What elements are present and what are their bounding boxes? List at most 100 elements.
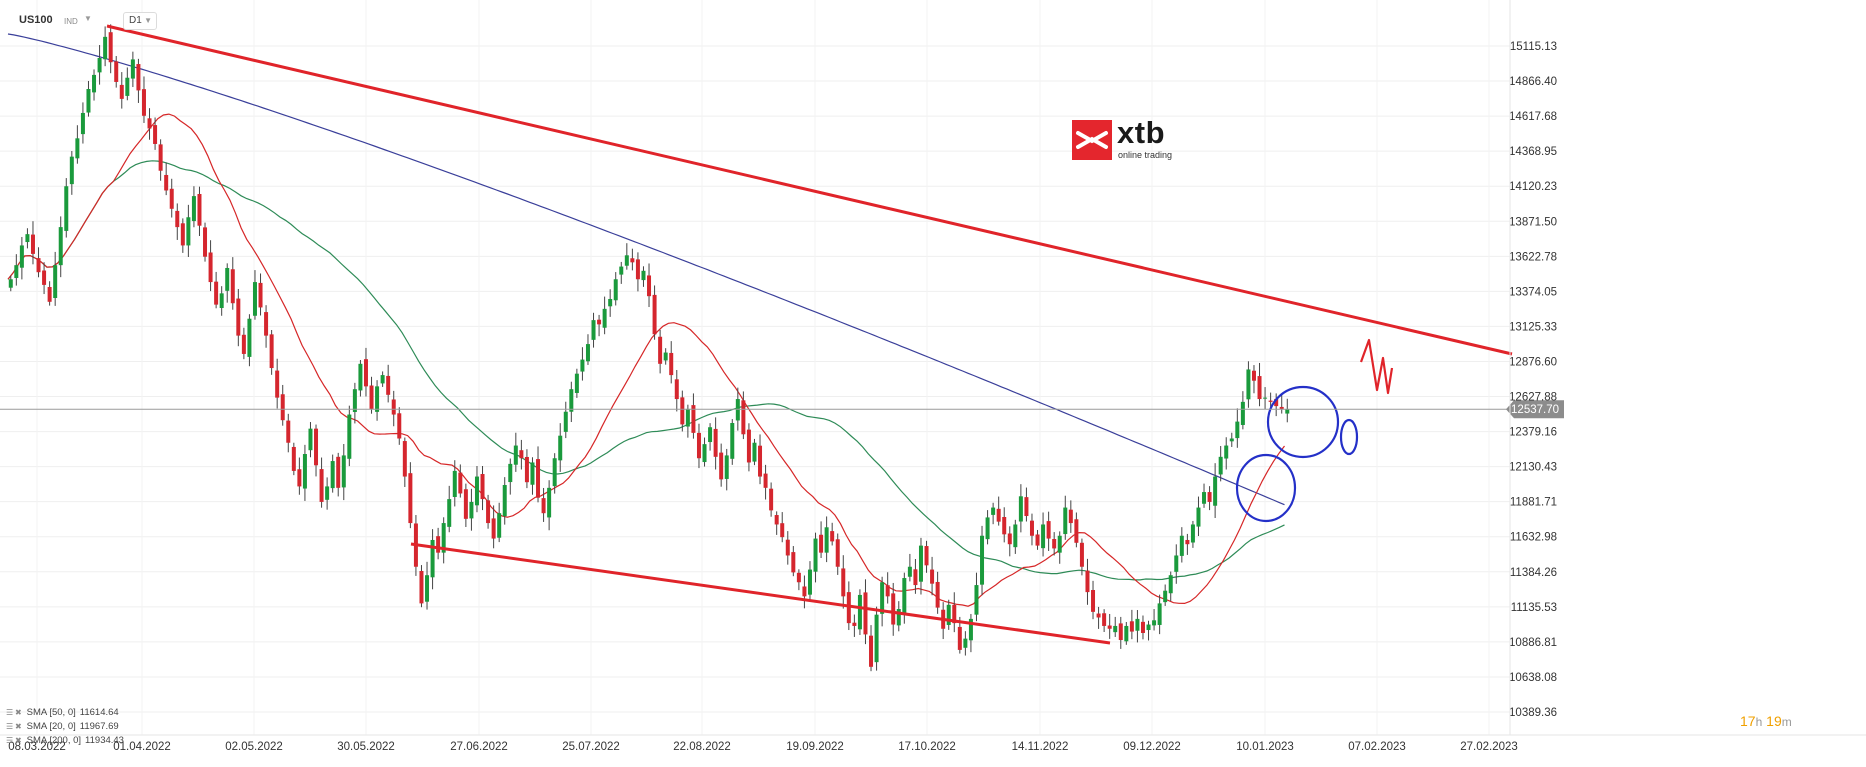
y-tick-label: 12876.60 (1509, 356, 1557, 368)
candle-down (180, 223, 185, 246)
candle-up (447, 499, 452, 527)
candle-up (219, 293, 224, 309)
candle-up (1235, 421, 1240, 439)
logo-mark-icon (1072, 120, 1112, 160)
candle-up (497, 513, 502, 538)
candle-down (169, 188, 174, 209)
legend-sma-20[interactable]: ☰ ✖ SMA [20, 0] 11967.69 (6, 721, 119, 732)
candle-up (907, 566, 912, 577)
legend-sma-50[interactable]: ☰ ✖ SMA [50, 0] 11614.64 (6, 707, 119, 718)
close-icon[interactable]: ✖ (15, 708, 22, 717)
candle-up (1285, 409, 1290, 414)
candle-up (186, 217, 191, 246)
candle-down (297, 469, 302, 487)
chevron-down-icon[interactable]: ▼ (84, 14, 92, 23)
settings-icon[interactable]: ☰ (6, 708, 14, 717)
time-axis[interactable]: 08.03.2022 01.04.2022 02.05.2022 30.05.2022… (0, 734, 1866, 753)
y-tick-label: 13374.05 (1509, 286, 1557, 298)
candle-down (913, 569, 918, 586)
candle-down (30, 234, 35, 254)
candle-up (1196, 507, 1201, 527)
candle-up (302, 454, 307, 489)
candle-up (574, 373, 579, 393)
candle-down (147, 118, 152, 129)
candle-up (1179, 535, 1184, 556)
candle-down (1096, 613, 1101, 618)
candle-down (741, 400, 746, 435)
forecast-zigzag[interactable] (1359, 338, 1394, 395)
lower-trendline[interactable] (410, 542, 1111, 645)
candle-down (652, 294, 657, 335)
candle-down (763, 473, 768, 488)
legend-value: 11934.43 (85, 735, 124, 746)
candle-up (441, 523, 446, 553)
y-tick-label: 13622.78 (1509, 251, 1557, 263)
candle-down (719, 452, 724, 480)
legend-sma-200[interactable]: ☰ ✖ SMA [200, 0] 11934.43 (6, 735, 124, 746)
chevron-down-icon: ▼ (144, 16, 152, 25)
candle-up (824, 527, 829, 553)
candle-up (375, 386, 380, 412)
sma-lines (7, 33, 1285, 607)
close-icon[interactable]: ✖ (15, 722, 22, 731)
candle-down (635, 259, 640, 280)
candle-up (963, 638, 968, 648)
candle-down (391, 399, 396, 415)
candle-down (802, 586, 807, 597)
x-tick-label: 25.07.2022 (562, 741, 620, 753)
candle-up (735, 399, 740, 421)
candle-up (685, 408, 690, 427)
candle-up (624, 255, 629, 266)
price-axis[interactable]: 15115.13 14866.40 14617.68 14368.95 14120.23… (1509, 0, 1557, 735)
legend-params: [20, 0] (49, 721, 76, 732)
candle-down (486, 500, 491, 524)
candle-up (58, 227, 63, 266)
candle-down (397, 413, 402, 439)
legend-params: [200, 0] (49, 735, 82, 746)
candle-down (158, 144, 163, 171)
upper-trendline[interactable] (106, 24, 1513, 356)
symbol-name[interactable]: US100 (19, 14, 53, 26)
y-tick-label: 10638.08 (1509, 672, 1557, 684)
y-tick-label: 11881.71 (1510, 497, 1557, 509)
candle-down (746, 429, 751, 463)
candle-down (280, 394, 285, 421)
x-tick-label: 14.11.2022 (1012, 741, 1069, 753)
timer-hours-unit: h (1755, 715, 1763, 729)
settings-icon[interactable]: ☰ (6, 722, 14, 731)
candle-up (974, 585, 979, 615)
close-icon[interactable]: ✖ (15, 736, 22, 745)
highlight-circle[interactable] (1266, 385, 1340, 459)
logo-tagline: online trading (1118, 150, 1173, 160)
candle-down (524, 456, 529, 483)
candle-down (696, 432, 701, 459)
candle-up (585, 344, 590, 362)
candle-down (136, 64, 141, 91)
candle-down (852, 622, 857, 626)
candle-down (1118, 623, 1123, 641)
x-tick-label: 27.06.2022 (450, 741, 508, 753)
candle-down (408, 473, 413, 524)
timeframe-selector[interactable]: D1 ▼ (123, 12, 157, 30)
x-tick-label: 01.04.2022 (113, 741, 171, 753)
trendline-drawings[interactable] (106, 24, 1513, 645)
candle-up (602, 308, 607, 328)
candle-up (474, 476, 479, 506)
candle-down (402, 441, 407, 477)
highlight-circle[interactable] (1235, 453, 1297, 523)
candle-down (996, 508, 1001, 522)
candle-up (663, 352, 668, 361)
candle-down (1079, 542, 1084, 567)
candle-down (1140, 621, 1145, 633)
highlight-circle[interactable] (1339, 418, 1359, 456)
candle-down (1024, 497, 1029, 517)
candle-up (502, 485, 507, 517)
y-tick-label: 14866.40 (1509, 76, 1557, 88)
candle-down (869, 635, 874, 667)
candle-up (874, 614, 879, 663)
candle-down (1091, 590, 1096, 612)
candle-up (1202, 492, 1207, 504)
settings-icon[interactable]: ☰ (6, 736, 14, 745)
candle-up (1157, 603, 1162, 625)
